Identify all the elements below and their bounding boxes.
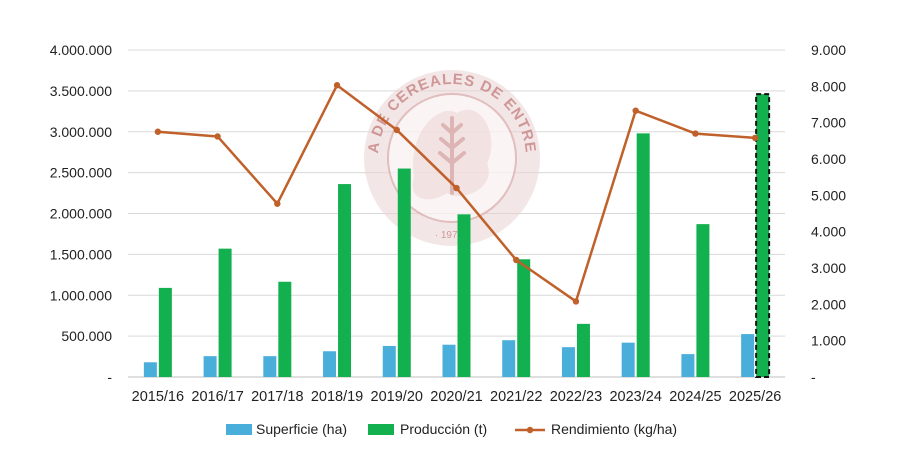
wheat-icon xyxy=(438,116,466,195)
y-right-tick-label: - xyxy=(811,369,816,385)
y-right-tick-label: 5.000 xyxy=(811,187,846,203)
y-left-tick-label: 3.500.000 xyxy=(50,83,112,99)
bar-produccion xyxy=(338,184,352,377)
y-right-tick-label: 6.000 xyxy=(811,151,846,167)
legend-label-superficie: Superficie (ha) xyxy=(256,421,347,437)
x-tick-label: 2022/23 xyxy=(550,389,602,405)
bar-superficie xyxy=(323,351,337,377)
watermark-year: · 1979 · xyxy=(435,230,469,241)
bar-superficie xyxy=(502,340,516,377)
bar-superficie xyxy=(143,362,157,377)
y-right-tick-label: 8.000 xyxy=(811,78,846,94)
bar-superficie xyxy=(741,334,755,377)
point-rendimiento xyxy=(453,184,460,192)
bar-produccion xyxy=(576,323,590,377)
bar-produccion xyxy=(158,287,172,377)
point-rendimiento xyxy=(154,128,162,135)
point-rendimiento xyxy=(572,298,580,305)
bar-superficie xyxy=(681,354,695,377)
legend-label-rendimiento: Rendimiento (kg/ha) xyxy=(551,421,677,437)
y-right-tick-label: 1.000 xyxy=(811,333,846,349)
y-right-tick-label: 2.000 xyxy=(811,296,846,312)
point-rendimiento xyxy=(214,133,221,140)
y-left-tick-label: 500.000 xyxy=(61,328,112,344)
y-left-tick-label: 4.000.000 xyxy=(50,42,112,58)
x-tick-label: 2017/18 xyxy=(251,389,303,405)
bar-produccion xyxy=(397,168,411,377)
point-rendimiento xyxy=(692,130,699,137)
y-left-tick-label: 2.000.000 xyxy=(50,206,112,222)
point-rendimiento xyxy=(513,256,520,264)
bar-produccion-highlighted xyxy=(755,93,771,379)
watermark-inner-ring xyxy=(387,93,517,223)
bar-produccion xyxy=(278,281,292,377)
y-right-tick-label: 7.000 xyxy=(811,115,846,131)
y-left-tick-label: 2.500.000 xyxy=(50,165,112,181)
point-rendimiento xyxy=(274,200,281,207)
x-tick-label: 2025/26 xyxy=(729,389,781,405)
point-rendimiento xyxy=(333,82,341,89)
point-rendimiento xyxy=(751,134,759,142)
bar-superficie xyxy=(263,356,277,377)
bar-superficie xyxy=(561,347,575,377)
y-left-tick-label: - xyxy=(107,369,112,385)
x-tick-label: 2016/17 xyxy=(191,389,243,405)
bar-superficie xyxy=(382,345,396,377)
legend-swatch-superficie xyxy=(226,424,252,435)
y-right-tick-label: 4.000 xyxy=(811,224,846,240)
point-rendimiento xyxy=(393,126,400,134)
bar-produccion xyxy=(517,259,531,377)
point-rendimiento xyxy=(632,107,639,114)
bars xyxy=(143,93,771,379)
bar-superficie xyxy=(203,356,217,377)
bar-superficie xyxy=(621,342,635,377)
y-right-tick-label: 3.000 xyxy=(811,260,846,276)
y-left-tick-label: 3.000.000 xyxy=(50,124,112,140)
legend-label-produccion: Producción (t) xyxy=(400,421,487,437)
bar-produccion xyxy=(696,224,710,377)
bar-produccion xyxy=(457,214,471,377)
line-series xyxy=(154,82,759,305)
x-tick-label: 2018/19 xyxy=(311,389,363,405)
y-left-tick-label: 1.500.000 xyxy=(50,246,112,262)
legend-swatch-produccion xyxy=(368,424,394,435)
axes: - 500.000 1.000.000 1.500.000 2.000.000 2.500… xyxy=(50,42,847,405)
y-left-tick-label: 1.000.000 xyxy=(50,287,112,303)
x-tick-label: 2024/25 xyxy=(669,389,721,405)
bar-produccion xyxy=(218,248,232,377)
bar-produccion xyxy=(636,133,650,377)
bar-superficie xyxy=(442,344,456,377)
x-tick-label: 2023/24 xyxy=(609,389,661,405)
x-tick-label: 2019/20 xyxy=(371,389,423,405)
x-tick-label: 2021/22 xyxy=(490,389,542,405)
legend-marker-rendimiento xyxy=(526,426,534,434)
x-tick-label: 2020/21 xyxy=(430,389,482,405)
x-tick-label: 2015/16 xyxy=(132,389,184,405)
legend: Superficie (ha) Producción (t) Rendimiento… xyxy=(226,421,677,437)
y-right-tick-label: 9.000 xyxy=(811,42,846,58)
